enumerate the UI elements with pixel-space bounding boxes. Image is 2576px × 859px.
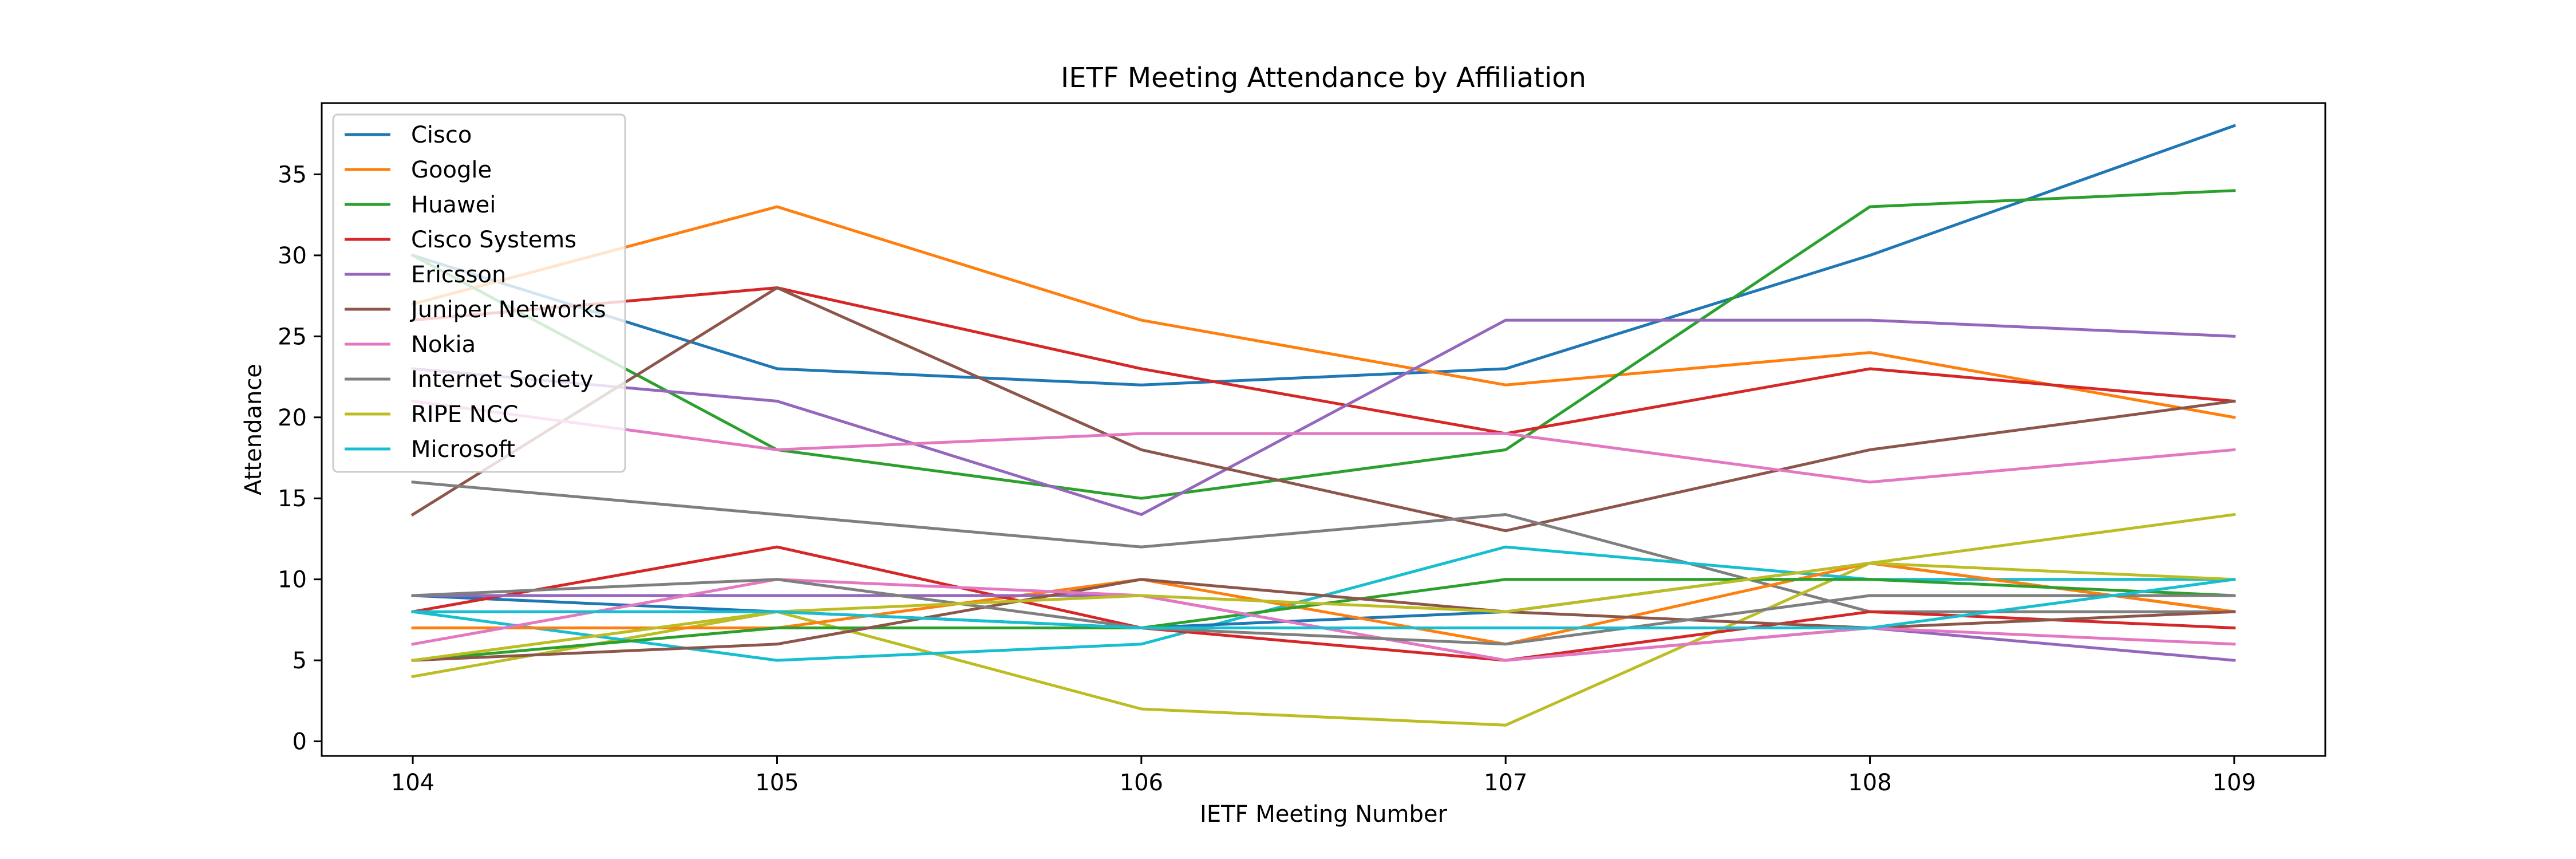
series-line-18 — [411, 578, 2236, 646]
legend-label: RIPE NCC — [411, 401, 518, 428]
legend-label: Microsoft — [411, 436, 515, 463]
x-tick-label: 109 — [2212, 770, 2256, 796]
y-tick-label: 20 — [278, 405, 307, 431]
legend-box — [332, 113, 626, 473]
x-tick-label: 105 — [755, 770, 799, 796]
y-tick-label: 30 — [278, 243, 307, 269]
series-line-19 — [411, 561, 2236, 662]
y-axis-ticks: 0 5 10 15 20 25 30 35 — [278, 161, 322, 755]
legend-label: Ericsson — [411, 262, 506, 288]
legend-label: Cisco — [411, 122, 472, 148]
x-tick-label: 104 — [391, 770, 434, 796]
y-tick-label: 10 — [278, 567, 307, 593]
legend-label: Nokia — [411, 332, 476, 358]
series-line-7 — [411, 399, 2236, 484]
x-tick-label: 107 — [1484, 770, 1527, 796]
x-axis-ticks: 104 105 106 107 108 109 — [391, 756, 2256, 796]
legend-label: Juniper Networks — [409, 297, 606, 323]
y-axis-label: Attendance — [240, 364, 267, 495]
series-line-12 — [411, 561, 2236, 646]
x-axis-label: IETF Meeting Number — [1200, 801, 1447, 828]
y-tick-label: 15 — [278, 486, 307, 512]
series-line-3 — [410, 189, 2236, 500]
series-line-8 — [411, 480, 2236, 613]
y-tick-label: 35 — [278, 161, 307, 188]
series-line-6 — [410, 286, 2236, 533]
legend-label: Google — [411, 157, 492, 183]
series-line-1 — [410, 124, 2237, 387]
legend: Cisco Google Huawei Cisco Systems Ericsson Ju… — [332, 113, 626, 473]
plot-frame — [321, 102, 2326, 757]
legend-label: Huawei — [411, 192, 496, 218]
series-line-14 — [411, 545, 2236, 662]
legend-label: Cisco Systems — [411, 227, 576, 253]
series-line-16 — [411, 578, 2236, 662]
series-line-9 — [411, 513, 2236, 727]
series-layer — [410, 124, 2237, 727]
y-tick-label: 5 — [293, 648, 307, 674]
series-line-20 — [411, 577, 2236, 629]
series-line-2 — [411, 205, 2236, 419]
legend-entries: Cisco Google Huawei Cisco Systems Ericsson Ju… — [345, 122, 606, 463]
y-tick-label: 25 — [278, 324, 307, 350]
y-tick-label: 0 — [293, 729, 307, 755]
series-line-5 — [411, 318, 2236, 516]
legend-label: Internet Society — [411, 367, 593, 393]
chart-title: IETF Meeting Attendance by Affiliation — [1061, 62, 1586, 94]
series-line-4 — [411, 286, 2236, 435]
x-tick-label: 106 — [1120, 770, 1163, 796]
x-tick-label: 108 — [1848, 770, 1891, 796]
